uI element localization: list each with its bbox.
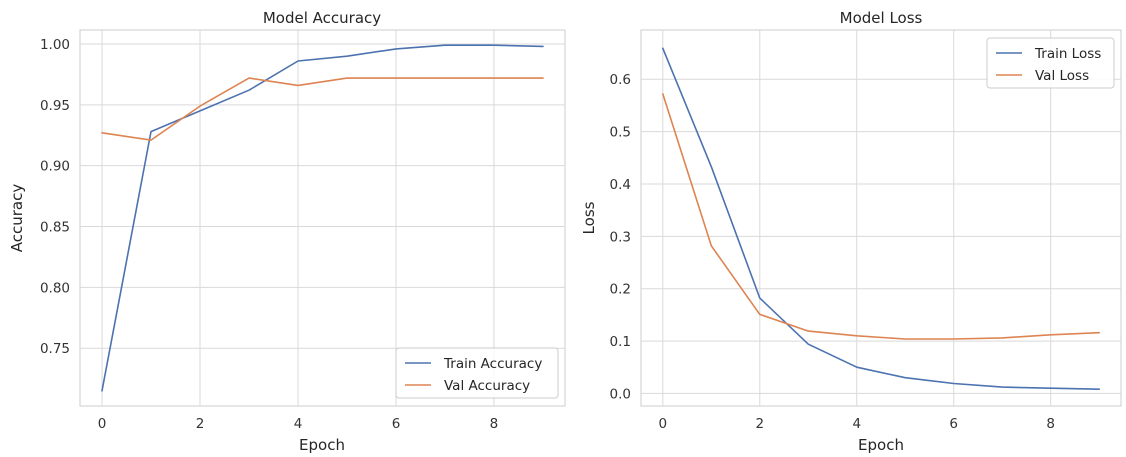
accuracy-plot-area: [79, 29, 566, 407]
accuracy-x-ticks: 0 2 4 6 8: [98, 416, 499, 432]
loss-y-ticks: 0.0 0.1 0.2 0.3 0.4 0.5 0.6: [610, 72, 631, 402]
loss-chart: 0 2 4 6 8 0.0 0.1 0.2 0.3 0.4 0.5 0.6 Model Loss E…: [580, 9, 1122, 454]
y-tick-label: 0.4: [610, 177, 631, 193]
loss-chart-title: Model Loss: [840, 9, 923, 27]
series-line-train-accuracy: [101, 44, 544, 392]
x-tick-label: 4: [852, 416, 861, 432]
series-line-val-loss: [661, 93, 1100, 340]
y-tick-label: 0.1: [610, 334, 631, 350]
loss-plot-area: [640, 29, 1122, 407]
loss-y-axis-label: Loss: [580, 201, 598, 234]
y-tick-label: 0.3: [610, 229, 631, 245]
accuracy-chart-title: Model Accuracy: [263, 9, 381, 27]
x-tick-label: 6: [949, 416, 958, 432]
x-tick-label: 2: [196, 416, 205, 432]
accuracy-x-axis-label: Epoch: [299, 436, 345, 454]
x-tick-label: 0: [659, 416, 668, 432]
y-tick-label: 0.80: [40, 280, 70, 296]
accuracy-y-axis-label: Accuracy: [8, 184, 26, 253]
accuracy-gridlines: [80, 30, 565, 406]
loss-x-ticks: 0 2 4 6 8: [659, 416, 1055, 432]
legend-label-train-accuracy: Train Accuracy: [443, 356, 542, 372]
loss-legend: Train Loss Val Loss: [986, 37, 1115, 89]
accuracy-legend-box: [395, 347, 559, 399]
y-tick-label: 0.85: [40, 220, 70, 236]
y-tick-label: 0.75: [40, 341, 70, 357]
loss-series-lines: [661, 47, 1100, 391]
y-tick-label: 1.00: [40, 37, 70, 53]
x-tick-label: 0: [98, 416, 107, 432]
y-tick-label: 0.2: [610, 282, 631, 298]
series-line-val-accuracy: [101, 77, 544, 141]
accuracy-legend: Train Accuracy Val Accuracy: [395, 347, 559, 399]
y-tick-label: 0.5: [610, 125, 631, 141]
y-tick-label: 0.90: [40, 159, 70, 175]
accuracy-chart: 0 2 4 6 8 0.75 0.80 0.85 0.90 0.95 1.00 Model Acc…: [8, 9, 566, 454]
y-tick-label: 0.95: [40, 98, 70, 114]
series-line-train-loss: [661, 47, 1100, 391]
x-tick-label: 6: [392, 416, 401, 432]
y-tick-label: 0.6: [610, 72, 631, 88]
legend-label-train-loss: Train Loss: [1034, 46, 1101, 62]
loss-x-axis-label: Epoch: [858, 436, 904, 454]
legend-label-val-loss: Val Loss: [1035, 68, 1089, 84]
legend-label-val-accuracy: Val Accuracy: [444, 378, 530, 394]
y-tick-label: 0.0: [610, 386, 631, 402]
x-tick-label: 2: [755, 416, 764, 432]
x-tick-label: 8: [1046, 416, 1055, 432]
accuracy-y-ticks: 0.75 0.80 0.85 0.90 0.95 1.00: [40, 37, 70, 357]
x-tick-label: 4: [294, 416, 303, 432]
accuracy-series-lines: [101, 44, 544, 392]
x-tick-label: 8: [490, 416, 499, 432]
